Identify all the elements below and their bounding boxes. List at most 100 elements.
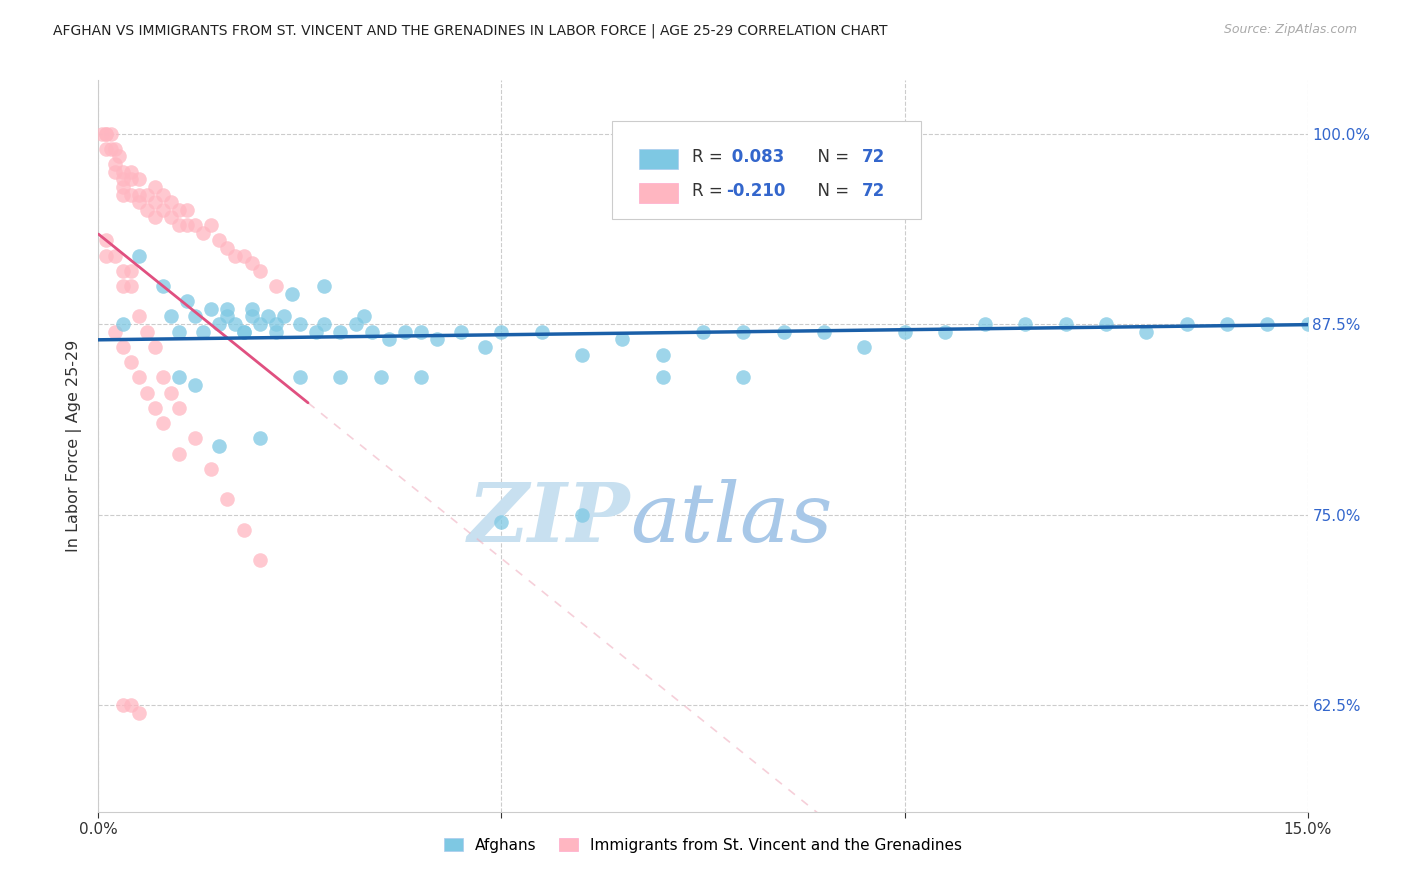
Point <box>128 310 150 324</box>
Point <box>128 248 150 262</box>
Point <box>264 325 287 339</box>
Point <box>893 325 915 339</box>
Point <box>167 370 190 384</box>
Point <box>135 202 157 217</box>
Point <box>120 164 142 178</box>
Point <box>128 195 150 210</box>
Point <box>176 218 198 232</box>
Point <box>1296 317 1319 331</box>
Point <box>394 325 416 339</box>
Point <box>96 142 118 156</box>
Point <box>107 149 129 163</box>
Point <box>361 325 384 339</box>
Point <box>232 523 254 537</box>
Point <box>152 202 174 217</box>
Text: ZIP: ZIP <box>468 479 630 559</box>
Point <box>249 431 271 445</box>
Point <box>305 325 328 339</box>
Point <box>288 317 311 331</box>
Point <box>96 233 118 247</box>
Point <box>1054 317 1077 331</box>
Point <box>143 180 166 194</box>
Point <box>143 340 166 354</box>
Point <box>135 325 157 339</box>
Text: AFGHAN VS IMMIGRANTS FROM ST. VINCENT AND THE GRENADINES IN LABOR FORCE | AGE 25: AFGHAN VS IMMIGRANTS FROM ST. VINCENT AN… <box>53 23 889 37</box>
Point <box>128 370 150 384</box>
Point <box>111 180 134 194</box>
Point <box>111 317 134 331</box>
Point <box>288 370 311 384</box>
Point <box>167 401 190 415</box>
Point <box>103 325 125 339</box>
Point <box>128 187 150 202</box>
Text: N =: N = <box>807 183 855 201</box>
Point <box>353 310 375 324</box>
Legend: Afghans, Immigrants from St. Vincent and the Grenadines: Afghans, Immigrants from St. Vincent and… <box>439 831 967 859</box>
Point <box>120 279 142 293</box>
Point <box>329 370 352 384</box>
Point <box>217 301 239 316</box>
Point <box>314 317 336 331</box>
Point <box>91 127 114 141</box>
Point <box>143 211 166 225</box>
Point <box>176 202 198 217</box>
Text: R =: R = <box>692 183 728 201</box>
Text: R =: R = <box>692 148 728 166</box>
Point <box>103 157 125 171</box>
Point <box>409 370 432 384</box>
Point <box>100 142 122 156</box>
Point <box>160 310 183 324</box>
Point <box>96 127 118 141</box>
Point <box>370 370 392 384</box>
Point <box>167 447 190 461</box>
Point <box>120 172 142 186</box>
Point <box>530 325 553 339</box>
Point <box>167 218 190 232</box>
Point <box>167 202 190 217</box>
Bar <box>638 149 678 169</box>
Point <box>1256 317 1278 331</box>
Point <box>571 508 593 522</box>
FancyBboxPatch shape <box>613 120 921 219</box>
Point <box>111 187 134 202</box>
Point <box>120 187 142 202</box>
Point <box>377 332 399 346</box>
Point <box>200 218 222 232</box>
Text: N =: N = <box>807 148 855 166</box>
Point <box>974 317 997 331</box>
Point <box>692 325 714 339</box>
Point <box>772 325 794 339</box>
Point <box>111 279 134 293</box>
Point <box>249 553 271 567</box>
Point <box>314 279 336 293</box>
Point <box>450 325 472 339</box>
Point <box>160 195 183 210</box>
Point <box>96 248 118 262</box>
Point <box>232 325 254 339</box>
Point <box>217 310 239 324</box>
Point <box>224 317 246 331</box>
Point <box>208 233 231 247</box>
Point <box>152 370 174 384</box>
Point <box>96 127 118 141</box>
Point <box>813 164 835 178</box>
Point <box>160 211 183 225</box>
Point <box>224 248 246 262</box>
Point <box>240 301 263 316</box>
Point <box>1135 325 1157 339</box>
Point <box>184 310 207 324</box>
Point <box>571 347 593 362</box>
Point <box>184 378 207 392</box>
Point <box>256 310 278 324</box>
Point <box>167 325 190 339</box>
Point <box>111 698 134 712</box>
Point <box>329 325 352 339</box>
Point <box>232 248 254 262</box>
Point <box>152 279 174 293</box>
Point <box>100 127 122 141</box>
Text: -0.210: -0.210 <box>725 183 786 201</box>
Point <box>249 317 271 331</box>
Point <box>143 401 166 415</box>
Point <box>281 286 304 301</box>
Point <box>733 370 755 384</box>
